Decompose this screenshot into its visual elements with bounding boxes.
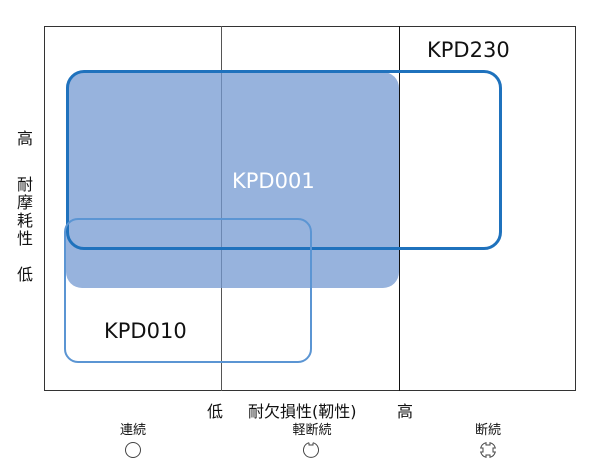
y-axis-title-char: 耐 bbox=[16, 175, 33, 194]
grade-label-kpd001: KPD001 bbox=[232, 169, 315, 193]
grade-region-kpd010 bbox=[64, 218, 312, 363]
y-axis-low-label: 低 bbox=[16, 265, 33, 284]
grade-region-kpd230 bbox=[66, 70, 502, 250]
x-axis-high-label: 高 bbox=[397, 402, 414, 421]
category-label-light-interrupted: 軽断続 bbox=[292, 423, 332, 438]
y-axis-title: 耐 摩 耗 性 bbox=[14, 176, 36, 248]
y-axis-high-label: 高 bbox=[16, 129, 33, 148]
y-axis-title-char: 性 bbox=[16, 229, 33, 248]
x-axis-low-label: 低 bbox=[207, 402, 224, 421]
y-axis-title-char: 耗 bbox=[16, 211, 33, 230]
grade-region-kpd001 bbox=[66, 72, 399, 288]
category-label-interrupted: 断続 bbox=[474, 423, 501, 438]
continuous-circle-icon bbox=[125, 442, 141, 458]
grade-label-kpd230: KPD230 bbox=[427, 38, 510, 62]
diagram-frame bbox=[44, 26, 576, 391]
light-interrupted-circle-icon bbox=[303, 442, 319, 458]
grade-label-kpd010: KPD010 bbox=[104, 319, 187, 343]
divider-line-high bbox=[399, 26, 400, 391]
category-label-continuous: 連続 bbox=[119, 423, 146, 438]
x-axis-title: 耐欠損性(靭性) bbox=[248, 402, 357, 421]
interrupted-circle-icon bbox=[480, 442, 496, 458]
y-axis-title-char: 摩 bbox=[16, 193, 33, 212]
